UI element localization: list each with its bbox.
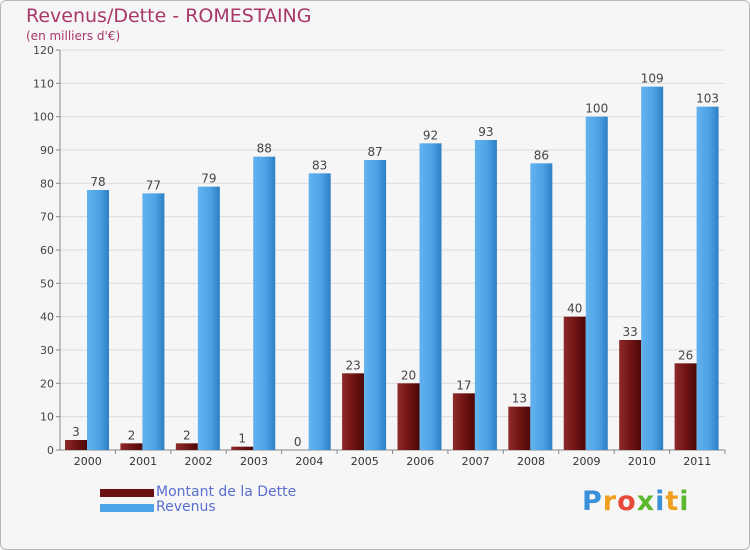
bar-debt [619,340,642,450]
x-tick-label: 2010 [628,455,656,468]
data-label-debt: 17 [456,378,471,392]
data-label-revenue: 88 [257,142,272,156]
data-label-debt: 2 [128,428,136,442]
x-tick-label: 2009 [572,455,600,468]
chart-subtitle: (en milliers d'€) [26,29,121,43]
data-label-debt: 23 [345,358,360,372]
bar-debt [120,443,143,450]
logo-letter: o [617,486,637,517]
data-label-debt: 40 [567,302,582,316]
bar-revenue [142,193,165,451]
bar-debt [397,383,420,450]
proxiti-logo: Proxiti [582,486,690,517]
logo-letter: x [636,486,656,517]
logo-letter: i [655,486,666,517]
logo-letter: t [665,486,680,517]
y-tick-label: 40 [40,311,54,324]
data-label-debt: 1 [238,432,246,446]
data-label-debt: 26 [678,348,693,362]
data-label-debt: 3 [72,425,80,439]
y-tick-label: 20 [40,377,54,390]
x-tick-label: 2005 [351,455,379,468]
bar-debt [342,373,365,450]
bar-revenue [87,190,109,450]
bar-debt [175,443,198,450]
chart-title: Revenus/Dette - ROMESTAING [26,5,312,27]
bar-revenue [197,186,220,450]
y-tick-label: 80 [40,177,54,190]
legend-swatch-revenue [100,504,154,512]
bar-revenue [696,106,719,451]
data-label-revenue: 79 [201,172,216,186]
x-tick-label: 2006 [406,455,434,468]
data-label-revenue: 87 [367,145,382,159]
data-label-revenue: 100 [585,102,608,116]
bar-debt [508,406,531,450]
bar-revenue [419,143,442,451]
x-tick-label: 2001 [129,455,157,468]
bar-debt [65,440,87,450]
legend-label-revenue: Revenus [156,499,216,515]
bar-debt [452,393,475,450]
y-tick-label: 100 [33,111,54,124]
y-tick-label: 110 [33,77,54,90]
bar-revenue [364,160,387,450]
data-label-revenue: 78 [90,175,105,189]
data-label-revenue: 93 [478,125,493,139]
data-label-debt: 0 [294,435,302,449]
logo-letter: i [679,486,690,517]
bar-revenue [308,173,331,451]
bar-revenue [253,156,276,450]
bar-revenue [641,86,664,451]
data-label-revenue: 83 [312,158,327,172]
bar-debt [563,316,586,450]
y-tick-label: 120 [33,44,54,57]
y-tick-label: 90 [40,144,54,157]
y-tick-label: 50 [40,277,54,290]
bar-debt [231,446,254,450]
data-label-revenue: 86 [534,148,549,162]
bar-debt [674,363,697,450]
data-label-debt: 2 [183,428,191,442]
logo-letter: P [582,486,603,517]
data-label-revenue: 109 [641,72,664,86]
data-label-revenue: 92 [423,128,438,142]
y-tick-label: 30 [40,344,54,357]
x-tick-label: 2002 [185,455,213,468]
legend-label-debt: Montant de la Dette [156,484,297,500]
data-label-revenue: 77 [146,178,161,192]
x-tick-label: 2011 [683,455,711,468]
y-tick-label: 10 [40,411,54,424]
data-label-debt: 13 [512,392,527,406]
x-tick-label: 2008 [517,455,545,468]
y-tick-label: 0 [47,444,54,457]
bar-revenue [530,163,553,451]
bar-revenue [474,140,497,450]
x-tick-label: 2003 [240,455,268,468]
y-tick-label: 70 [40,211,54,224]
legend-swatch-debt [100,489,154,497]
x-tick-label: 2007 [462,455,490,468]
bar-revenue [585,116,608,451]
logo-letter: r [602,486,618,517]
data-label-revenue: 103 [696,92,719,106]
data-label-debt: 33 [623,325,638,339]
x-tick-label: 2000 [74,455,102,468]
x-tick-label: 2004 [295,455,323,468]
data-label-debt: 20 [401,368,416,382]
y-tick-label: 60 [40,244,54,257]
